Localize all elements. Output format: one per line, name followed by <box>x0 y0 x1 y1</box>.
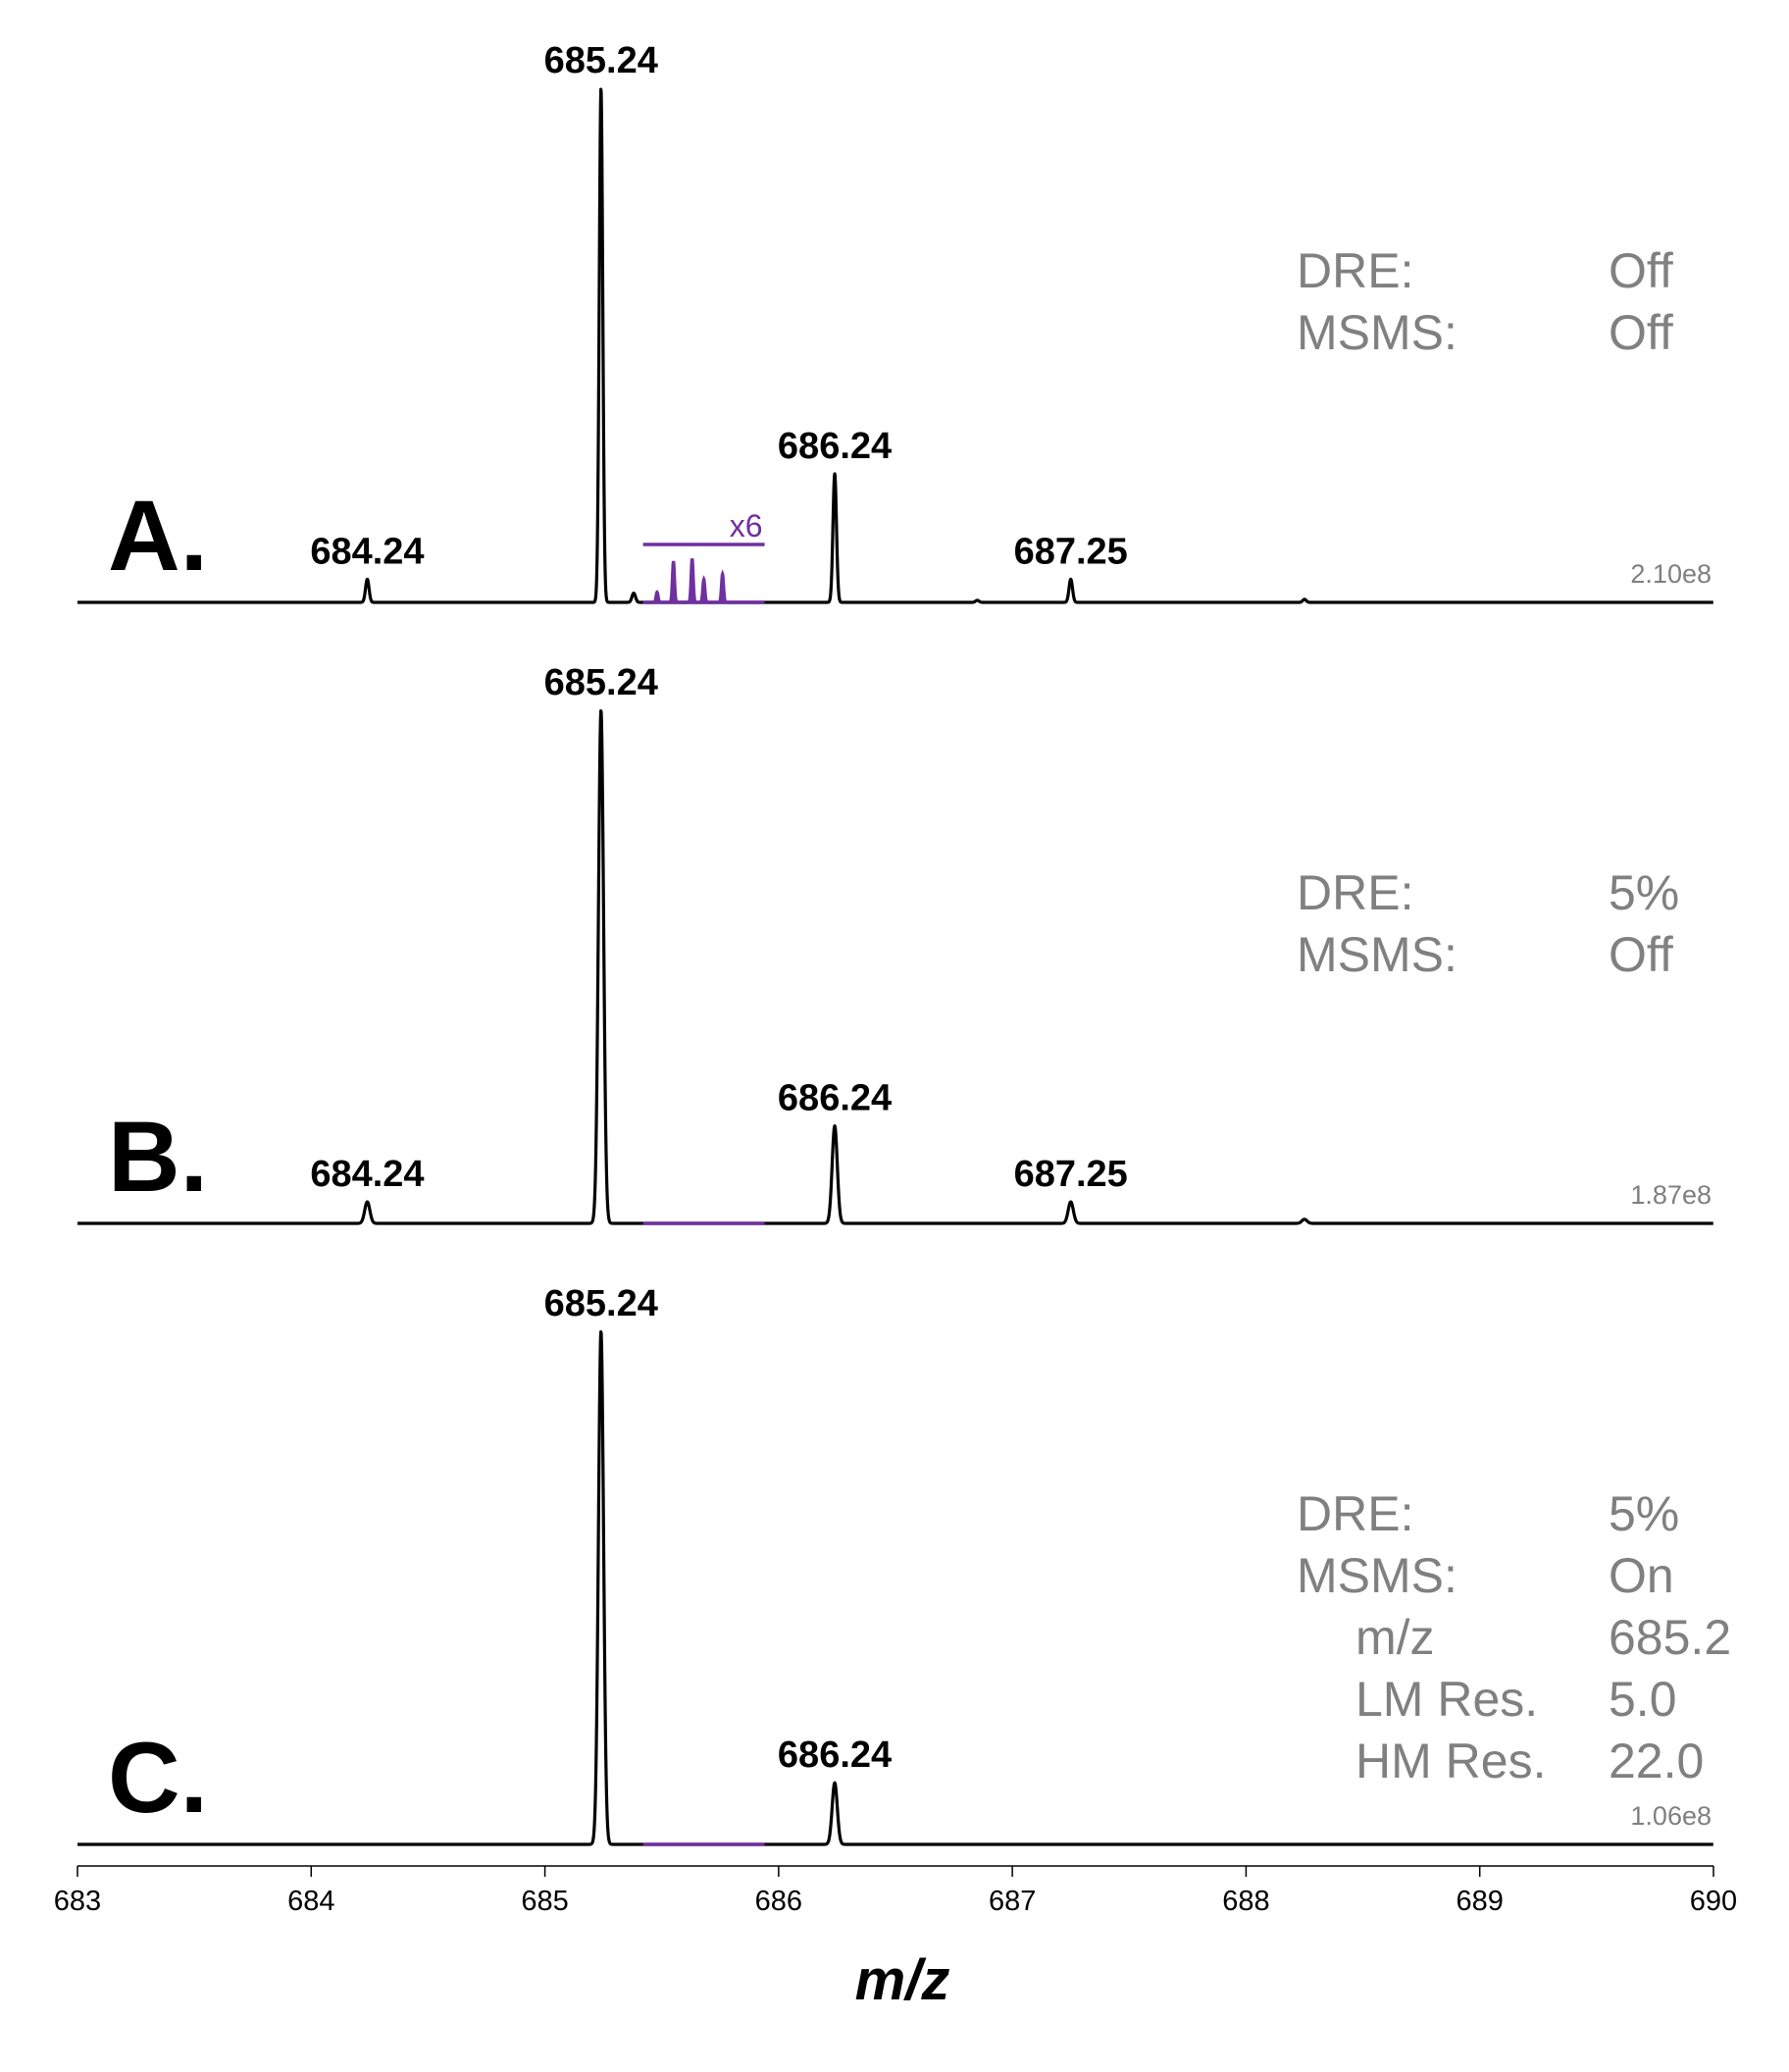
x-axis: 683 684 685 686 687 688 689 690 m/z <box>54 1865 1737 2012</box>
panel-letter: A. <box>108 480 208 592</box>
info-label: LM Res. <box>1355 1672 1538 1727</box>
info-label: DRE: <box>1297 1486 1413 1541</box>
x-tick-label: 687 <box>989 1886 1036 1917</box>
peak-label: 687.25 <box>1014 1154 1128 1195</box>
intensity-scale-label: 1.87e8 <box>1630 1180 1712 1210</box>
info-value: Off <box>1609 243 1673 298</box>
info-label: MSMS: <box>1297 305 1457 360</box>
x-tick-label: 688 <box>1222 1886 1269 1917</box>
spectrum-trace <box>76 708 1714 1225</box>
info-value: Off <box>1609 305 1673 360</box>
x-axis-ticks: 683 684 685 686 687 688 689 690 <box>54 1866 1737 1917</box>
peak-label: 686.24 <box>778 1735 892 1776</box>
info-value: 5% <box>1609 1486 1679 1541</box>
peak-label: 685.24 <box>544 40 658 81</box>
info-label: MSMS: <box>1297 927 1457 982</box>
zoom-factor-label: x6 <box>730 508 763 544</box>
peak-label: 686.24 <box>778 426 892 467</box>
spectrum-trace <box>76 87 1714 604</box>
info-value: 5% <box>1609 865 1679 920</box>
peak-label: 684.24 <box>310 531 424 572</box>
x-tick-label: 690 <box>1690 1886 1737 1917</box>
spectrum-panels: x6 684.24 685.24 686.24 687.25 A. 2.10e8 DRE: Of… <box>76 40 1731 1846</box>
info-label: DRE: <box>1297 865 1413 920</box>
info-label: DRE: <box>1297 243 1413 298</box>
x-tick-label: 683 <box>54 1886 101 1917</box>
info-label: HM Res. <box>1355 1734 1546 1788</box>
info-value: 5.0 <box>1609 1672 1677 1727</box>
peak-label: 686.24 <box>778 1078 892 1119</box>
panel-c: 685.24 686.24 C. 1.06e8 DRE: 5% MSMS: On m/z 685.… <box>76 1283 1731 1846</box>
info-label: MSMS: <box>1297 1548 1457 1603</box>
peak-label: 684.24 <box>310 1154 424 1195</box>
peak-label: 687.25 <box>1014 531 1128 572</box>
info-label: m/z <box>1355 1610 1435 1665</box>
info-value: 685.2 <box>1609 1610 1731 1665</box>
panel-b: 684.24 685.24 686.24 687.25 B. 1.87e8 DRE: 5% MS… <box>76 662 1714 1225</box>
panel-letter: C. <box>108 1722 208 1834</box>
panel-letter: B. <box>108 1101 208 1213</box>
peak-label: 685.24 <box>544 662 658 703</box>
info-value: Off <box>1609 927 1673 982</box>
x-tick-label: 685 <box>521 1886 568 1917</box>
info-value: On <box>1609 1548 1674 1603</box>
spectrum-trace <box>76 1329 1714 1846</box>
peak-label: 685.24 <box>544 1283 658 1324</box>
x-tick-label: 684 <box>287 1886 334 1917</box>
intensity-scale-label: 1.06e8 <box>1630 1801 1712 1831</box>
x-tick-label: 686 <box>755 1886 802 1917</box>
panel-a: x6 684.24 685.24 686.24 687.25 A. 2.10e8 DRE: Of… <box>76 40 1714 604</box>
x-tick-label: 689 <box>1457 1886 1504 1917</box>
x-axis-title: m/z <box>855 1948 950 2012</box>
info-value: 22.0 <box>1609 1734 1704 1788</box>
intensity-scale-label: 2.10e8 <box>1630 559 1712 589</box>
